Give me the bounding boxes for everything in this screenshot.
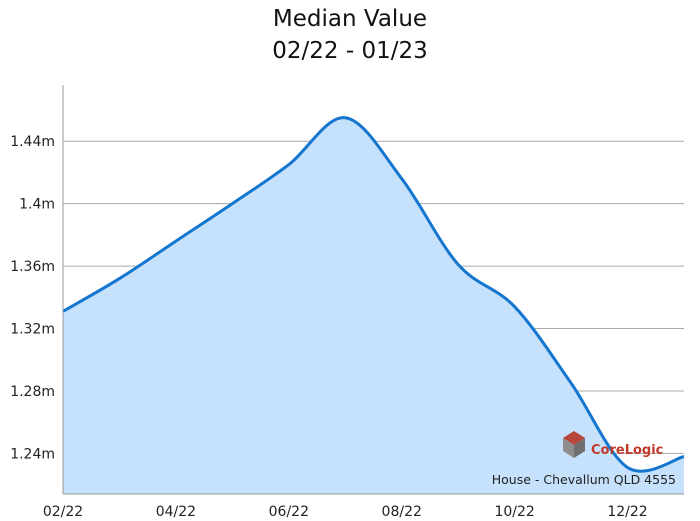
corelogic-wordmark: CoreLogic (591, 443, 663, 458)
x-tick-labels: 02/22 04/22 06/22 08/22 10/22 12/22 (43, 504, 648, 520)
x-tick-label: 02/22 (43, 504, 83, 520)
y-tick-label: 1.24m (10, 446, 55, 462)
y-tick-label: 1.4m (19, 197, 55, 213)
y-tick-label: 1.44m (10, 134, 55, 150)
x-tick-label: 04/22 (156, 504, 196, 520)
chart-subtitle: 02/22 - 01/23 (272, 38, 428, 64)
property-annotation: House - Chevallum QLD 4555 (492, 472, 676, 487)
x-tick-label: 10/22 (494, 504, 534, 520)
x-tick-label: 12/22 (607, 504, 647, 520)
corelogic-cube-icon (563, 431, 585, 458)
chart-title: Median Value (272, 6, 428, 32)
y-tick-label: 1.32m (10, 322, 55, 338)
area-fill (63, 117, 684, 494)
x-tick-label: 08/22 (382, 504, 422, 520)
y-tick-labels: 1.24m 1.28m 1.32m 1.36m 1.4m 1.44m (10, 134, 55, 462)
corelogic-logo: CoreLogic (563, 431, 663, 458)
y-tick-label: 1.36m (10, 259, 55, 275)
median-value-line (62, 116, 685, 473)
x-tick-label: 06/22 (269, 504, 309, 520)
y-tick-label: 1.28m (10, 384, 55, 400)
